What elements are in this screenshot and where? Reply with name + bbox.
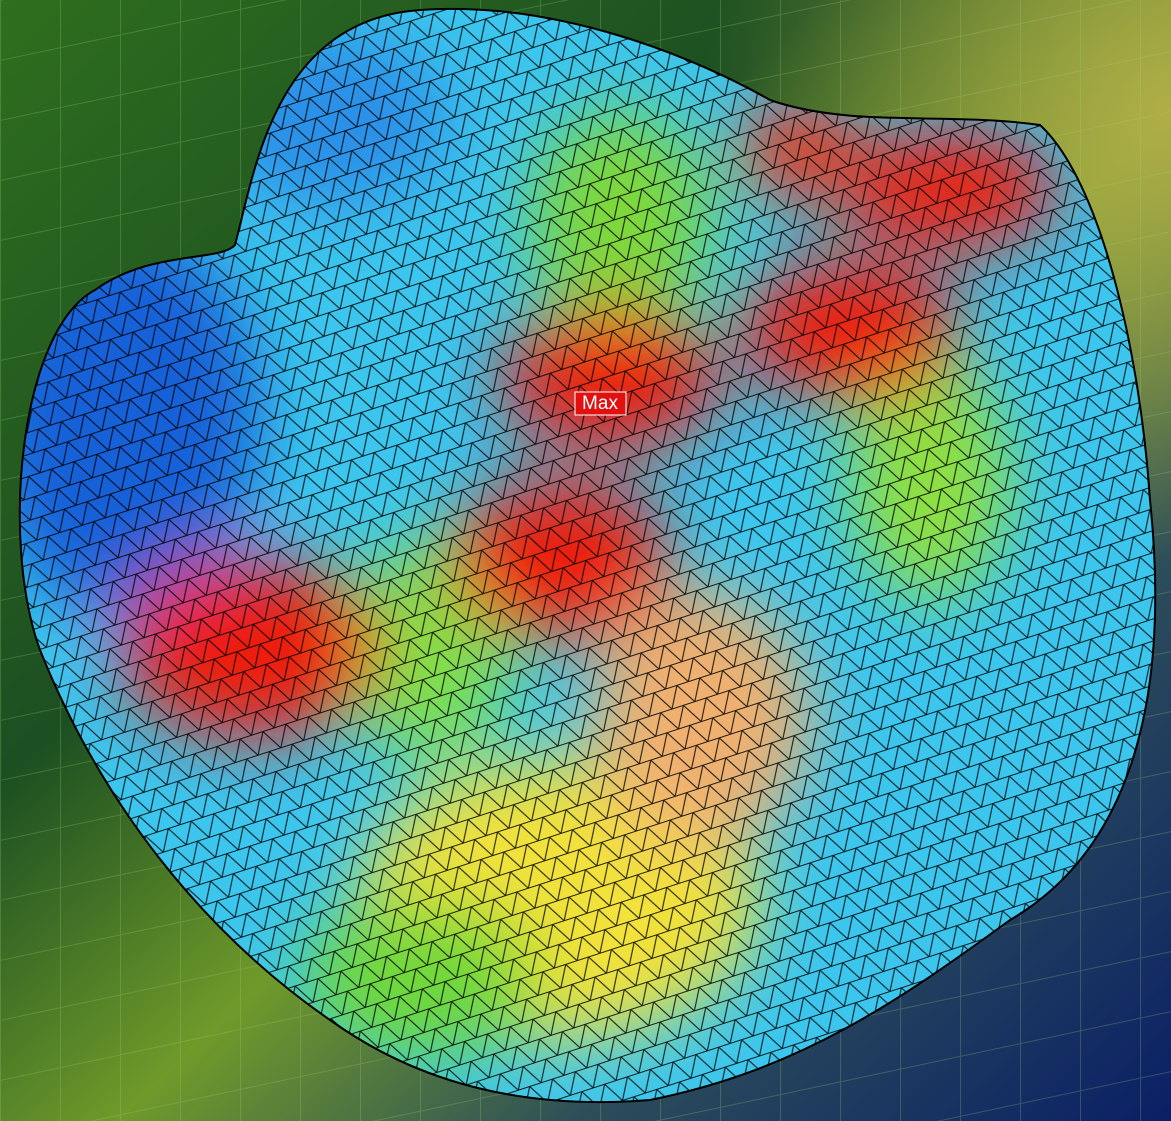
max-marker [574, 391, 627, 416]
max-label: Max [582, 393, 618, 414]
tooth-outline [18, 8, 1157, 1104]
